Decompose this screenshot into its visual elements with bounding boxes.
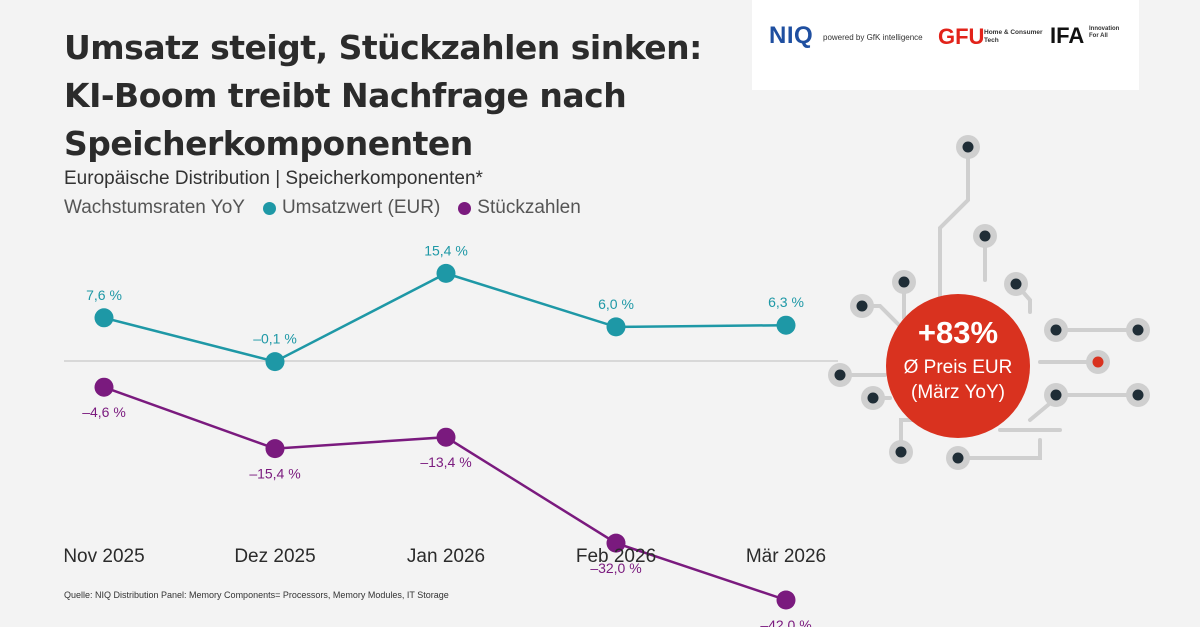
circuit-node [895, 446, 907, 458]
x-tick-label: Mär 2026 [746, 546, 826, 567]
legend-dot-teal [262, 201, 276, 215]
circuit-trace [956, 438, 1042, 460]
series-1-data-label: 7,6 % [86, 287, 122, 303]
series-2-data-label: –15,4 % [249, 466, 300, 482]
partner-logos: NIQ powered by GfK intelligence GFU Home… [752, 0, 1139, 90]
series-1-line [103, 272, 787, 363]
series-1-data-label: 6,3 % [768, 294, 804, 310]
niq-logo: NIQ [769, 22, 814, 49]
series-2-data-label: –32,0 % [590, 560, 641, 576]
source-note: Quelle: NIQ Distribution Panel: Memory C… [64, 590, 449, 600]
legend-prefix: Wachstumsraten YoY [64, 197, 245, 218]
legend-series-2: Stückzahlen [477, 197, 581, 218]
series-2-line [103, 386, 787, 602]
chart-legend: Wachstumsraten YoY Umsatzwert (EUR) Stüc… [64, 197, 581, 219]
price-callout: +83% Ø Preis EUR (März YoY) [886, 294, 1030, 438]
callout-line-2: (März YoY) [911, 382, 1005, 403]
callout-circle [886, 294, 1030, 438]
circuit-node [1132, 389, 1144, 401]
x-tick-label: Jan 2026 [407, 546, 485, 567]
circuit-node [834, 369, 846, 381]
series-1-point [776, 315, 796, 335]
circuit-node [1092, 356, 1104, 368]
series-1-data-label: –0,1 % [253, 331, 297, 347]
series-2-point [606, 533, 626, 553]
chart-subtitle: Europäische Distribution | Speicherkompo… [64, 168, 483, 189]
series-1-point [436, 263, 456, 283]
circuit-node [979, 230, 991, 242]
series-2-data-label: –4,6 % [82, 404, 126, 420]
gfk-powered-logo: powered by GfK intelligence [823, 33, 923, 42]
series-1-point [606, 317, 626, 337]
circuit-decoration [828, 135, 1150, 470]
title-line-3: Speicherkomponenten [64, 124, 473, 163]
gfu-logo: GFU [938, 24, 985, 49]
circuit-node [952, 452, 964, 464]
circuit-node [1050, 324, 1062, 336]
circuit-node [1010, 278, 1022, 290]
series-1-data-label: 15,4 % [424, 242, 468, 258]
ifa-logo-subtitle: Innovation For All [1089, 26, 1120, 39]
x-tick-label: Nov 2025 [63, 546, 144, 567]
series-1-point [265, 352, 285, 372]
chart-title: Umsatz steigt, Stückzahlen sinken: KI-Bo… [64, 24, 702, 168]
callout-line-1: Ø Preis EUR [904, 357, 1013, 378]
x-tick-label: Feb 2026 [576, 546, 656, 567]
chart-marks: 7,6 % –0,1 % 15,4 % 6,0 % 6,3 % –4,6 % –15,4 %… [63, 242, 826, 627]
circuit-node [867, 392, 879, 404]
series-2-point [265, 439, 285, 459]
callout-value: +83% [918, 315, 998, 350]
circuit-trace [938, 145, 970, 302]
gfu-logo-subtitle: Home & Consumer Tech [984, 29, 1043, 44]
circuit-node [962, 141, 974, 153]
series-1-data-label: 6,0 % [598, 296, 634, 312]
circuit-node [898, 276, 910, 288]
series-2-point [776, 590, 796, 610]
title-line-2: KI-Boom treibt Nachfrage nach [64, 76, 627, 115]
circuit-node [1132, 324, 1144, 336]
title-line-1: Umsatz steigt, Stückzahlen sinken: [64, 28, 702, 67]
series-1-point [94, 308, 114, 328]
series-2-data-label: –13,4 % [420, 454, 471, 470]
ifa-logo: IFA [1050, 23, 1085, 48]
series-2-data-label: –42,0 % [760, 617, 811, 627]
circuit-node [1050, 389, 1062, 401]
x-tick-label: Dez 2025 [234, 546, 315, 567]
legend-dot-purple [458, 201, 472, 215]
legend-series-1: Umsatzwert (EUR) [281, 197, 441, 218]
circuit-node [856, 300, 868, 312]
series-2-point [436, 427, 456, 447]
series-2-point [94, 377, 114, 397]
